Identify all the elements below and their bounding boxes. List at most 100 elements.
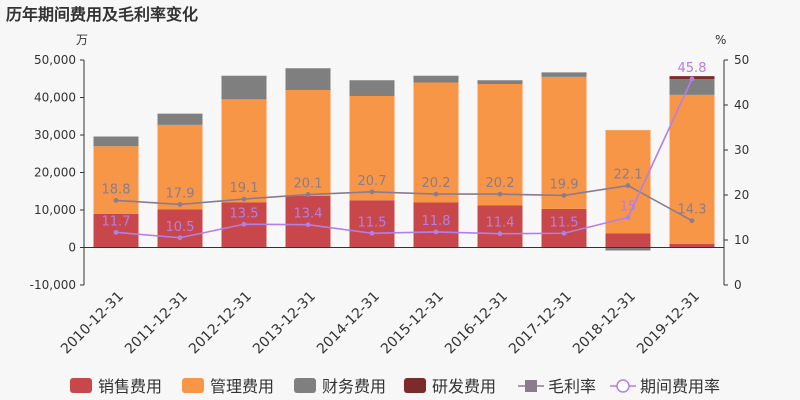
data-label: 15 (620, 200, 637, 215)
series-line (115, 78, 693, 239)
left-tick-label: 30,000 (34, 128, 76, 142)
left-tick-label: 0 (68, 241, 76, 255)
left-tick-label: 40,000 (34, 91, 76, 105)
data-label: 18.8 (102, 182, 131, 197)
left-tick-label: 20,000 (34, 166, 76, 180)
x-tick-label: 2013-12-31 (250, 289, 319, 358)
bar (605, 233, 651, 248)
right-tick-label: 50 (734, 53, 749, 67)
line-point (689, 76, 695, 82)
left-tick-label: 50,000 (34, 53, 76, 67)
legend-swatch (70, 378, 92, 393)
data-label: 11.7 (102, 214, 131, 229)
data-label: 20.1 (294, 177, 323, 192)
legend-label: 销售费用 (98, 377, 162, 396)
bar (477, 80, 523, 84)
bar (349, 80, 395, 96)
bar (285, 195, 331, 248)
data-label: 17.9 (166, 186, 195, 201)
data-label: 11.4 (486, 216, 515, 231)
legend-swatch (294, 378, 316, 393)
right-axis: 0 10 20 30 40 50 (723, 53, 749, 292)
legend-label: 管理费用 (210, 377, 274, 396)
right-tick-label: 0 (734, 278, 742, 292)
data-label: 22.1 (614, 168, 643, 183)
series-line (115, 184, 693, 222)
legend: 销售费用 管理费用 财务费用 研发费用 毛利率 期间费用率 (70, 377, 720, 396)
data-label: 11.5 (358, 215, 387, 230)
line-point (177, 202, 183, 207)
line-point (625, 183, 631, 188)
line-point (497, 231, 503, 237)
right-tick-label: 30 (734, 143, 749, 157)
left-tick-label: 10,000 (34, 203, 76, 217)
bar (477, 205, 523, 248)
x-tick-label: 2016-12-31 (442, 289, 511, 358)
right-tick-label: 10 (734, 233, 749, 247)
bar (349, 96, 395, 201)
bar (477, 84, 523, 206)
line-point (369, 189, 375, 195)
line-point (305, 222, 311, 228)
legend-marker (525, 380, 537, 392)
bar (157, 113, 203, 125)
line-point (433, 229, 439, 235)
x-tick-label: 2010-12-31 (58, 289, 127, 358)
x-tick-label: 2014-12-31 (314, 289, 383, 358)
line-point (113, 229, 119, 235)
x-tick-label: 2017-12-31 (506, 289, 575, 358)
line-point (561, 193, 567, 198)
data-label: 10.5 (166, 220, 195, 235)
bar (413, 75, 459, 83)
line-point (177, 235, 183, 241)
line-point (433, 191, 439, 197)
line-point (369, 230, 375, 236)
data-label: 20.7 (358, 174, 387, 189)
line-series: 18.8 17.9 19.1 20.1 20.7 20.2 20.2 19.9 22.1 14.3… (102, 61, 707, 241)
line-point (497, 191, 503, 197)
x-tick-label: 2015-12-31 (378, 289, 447, 358)
line-point (625, 215, 631, 220)
legend-label: 毛利率 (548, 377, 596, 396)
bar (541, 76, 587, 209)
x-tick-label: 2018-12-31 (570, 289, 639, 358)
bar (413, 82, 459, 203)
left-axis: -10,000 0 10,000 20,000 30,000 40,000 50,000 (30, 53, 85, 292)
x-tick-label: 2019-12-31 (634, 289, 703, 358)
left-tick-label: -10,000 (30, 278, 76, 292)
bar (541, 72, 587, 77)
left-axis-unit: 万 (76, 33, 88, 47)
chart-title: 历年期间费用及毛利率变化 (6, 5, 198, 24)
data-label: 19.9 (550, 177, 579, 192)
data-label: 14.3 (678, 203, 707, 218)
line-point (305, 192, 311, 197)
bar (413, 202, 459, 248)
right-tick-label: 20 (734, 188, 749, 202)
bar (93, 146, 139, 214)
bar (669, 243, 715, 248)
data-label: 19.1 (230, 181, 259, 196)
bar (285, 68, 331, 90)
right-tick-label: 40 (734, 98, 749, 112)
data-label: 20.2 (486, 176, 515, 191)
x-tick-label: 2012-12-31 (186, 289, 255, 358)
bar (221, 99, 267, 203)
bar (349, 200, 395, 248)
bar (285, 90, 331, 196)
x-axis: 2010-12-312011-12-312012-12-312013-12-31… (58, 289, 703, 358)
legend-marker (616, 379, 630, 393)
legend-swatch (182, 378, 204, 393)
bar (157, 209, 203, 248)
data-label: 20.2 (422, 176, 451, 191)
data-label: 13.5 (230, 206, 259, 221)
line-point (113, 198, 119, 203)
bar (221, 75, 267, 100)
bar (93, 136, 139, 147)
line-point (241, 221, 247, 227)
legend-label: 期间费用率 (640, 377, 720, 396)
data-label: 11.5 (550, 215, 579, 230)
line-point (241, 196, 247, 202)
legend-label: 研发费用 (432, 377, 496, 396)
bar (157, 124, 203, 210)
